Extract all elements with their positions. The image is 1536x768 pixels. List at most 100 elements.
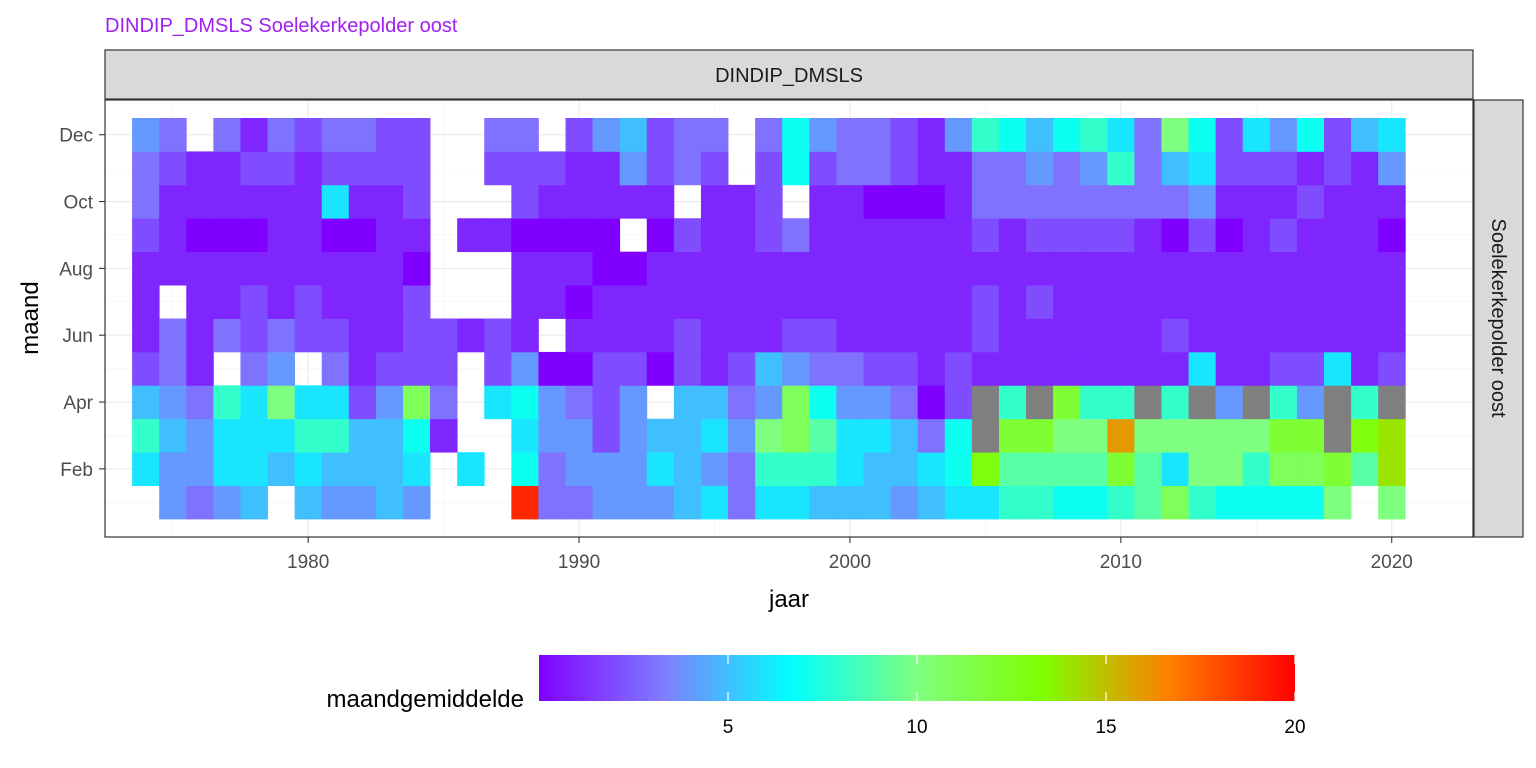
heatmap-tile xyxy=(1324,418,1352,453)
heatmap-tile xyxy=(321,418,350,453)
heatmap-tile xyxy=(646,452,675,486)
heatmap-tile xyxy=(1053,118,1081,152)
heatmap-tile xyxy=(511,251,539,286)
heatmap-tile xyxy=(917,351,946,386)
heatmap-tile xyxy=(348,351,377,386)
heatmap-tile xyxy=(1161,218,1189,253)
heatmap-tile xyxy=(1026,385,1054,420)
heatmap-tile xyxy=(998,118,1027,152)
y-tick-label: Apr xyxy=(63,393,93,414)
legend-tick-label: 10 xyxy=(906,717,927,738)
heatmap-tile xyxy=(267,118,296,152)
heatmap-tile xyxy=(538,184,566,219)
heatmap-tile xyxy=(1080,318,1108,353)
heatmap-tile xyxy=(1269,151,1298,186)
heatmap-tile xyxy=(402,385,431,420)
heatmap-tile xyxy=(213,318,241,353)
heatmap-tile xyxy=(700,318,729,353)
heatmap-tile xyxy=(1053,285,1081,319)
heatmap-tile xyxy=(1188,218,1217,253)
heatmap-tile xyxy=(863,184,891,219)
heatmap-tile xyxy=(240,218,268,253)
heatmap-tile xyxy=(782,285,810,319)
heatmap-tile xyxy=(1269,251,1298,286)
heatmap-tile xyxy=(700,418,729,453)
heatmap-tile xyxy=(213,452,241,486)
heatmap-tile xyxy=(890,452,919,486)
heatmap-tile xyxy=(159,251,187,286)
heatmap-tile xyxy=(186,351,214,386)
heatmap-tile xyxy=(592,251,621,286)
heatmap-tile xyxy=(836,351,864,386)
heatmap-tile xyxy=(1378,418,1406,453)
heatmap-tile xyxy=(1188,385,1217,420)
heatmap-tile xyxy=(1134,251,1162,286)
heatmap-tile xyxy=(755,251,783,286)
heatmap-tile xyxy=(267,285,296,319)
heatmap-tile xyxy=(1351,351,1379,386)
heatmap-tile xyxy=(755,452,783,486)
heatmap-tile xyxy=(132,151,160,186)
heatmap-tile xyxy=(782,485,810,520)
heatmap-tile xyxy=(1324,485,1352,520)
x-axis: 1980 1990 2000 2010 2020 xyxy=(287,537,1413,573)
heatmap-tile xyxy=(1242,251,1271,286)
heatmap-tile xyxy=(836,452,864,486)
heatmap-tile xyxy=(240,151,268,186)
heatmap-tile xyxy=(782,385,810,420)
heatmap-tile xyxy=(1269,318,1298,353)
heatmap-tile xyxy=(971,285,1000,319)
heatmap-tile xyxy=(1080,151,1108,186)
heatmap-tile xyxy=(944,184,973,219)
heatmap-tile xyxy=(294,285,323,319)
heatmap-tile xyxy=(1107,151,1135,186)
heatmap-tile xyxy=(863,385,891,420)
heatmap-tile xyxy=(700,351,729,386)
heatmap-tile xyxy=(457,218,485,253)
heatmap-tile xyxy=(592,318,621,353)
heatmap-tile xyxy=(186,385,214,420)
y-tick-label: Jun xyxy=(62,326,93,347)
heatmap-tile xyxy=(890,151,919,186)
heatmap-tile xyxy=(673,218,702,253)
heatmap-tile xyxy=(565,151,593,186)
heatmap-tile xyxy=(1324,351,1352,386)
heatmap-tile xyxy=(132,218,160,253)
heatmap-tile xyxy=(1188,285,1217,319)
heatmap-tile xyxy=(511,452,539,486)
heatmap-tile xyxy=(592,452,621,486)
heatmap-tile xyxy=(538,151,566,186)
heatmap-tile xyxy=(1242,418,1271,453)
heatmap-tile xyxy=(1188,184,1217,219)
heatmap-tile xyxy=(1351,385,1379,420)
heatmap-tile xyxy=(159,118,187,152)
heatmap-tile xyxy=(1053,418,1081,453)
heatmap-tile xyxy=(998,351,1027,386)
heatmap-tile xyxy=(375,151,404,186)
heatmap-tile xyxy=(1134,385,1162,420)
heatmap-tile xyxy=(375,351,404,386)
heatmap-tile xyxy=(1269,418,1298,453)
heatmap-tile xyxy=(998,452,1027,486)
heatmap-tile xyxy=(1053,184,1081,219)
heatmap-tile xyxy=(1134,452,1162,486)
heatmap-tile xyxy=(755,385,783,420)
heatmap-tile xyxy=(619,385,648,420)
heatmap-tile xyxy=(511,418,539,453)
heatmap-tile xyxy=(1378,452,1406,486)
heatmap-tile xyxy=(159,151,187,186)
heatmap-tile xyxy=(863,218,891,253)
heatmap-tile xyxy=(1053,385,1081,420)
heatmap-tile xyxy=(159,318,187,353)
heatmap-tile xyxy=(1296,151,1325,186)
heatmap-tile xyxy=(1053,251,1081,286)
heatmap-tile xyxy=(836,385,864,420)
heatmap-tile xyxy=(565,385,593,420)
heatmap-tile xyxy=(917,118,946,152)
heatmap-tile xyxy=(592,485,621,520)
heatmap-tile xyxy=(971,118,1000,152)
heatmap-tile xyxy=(1296,318,1325,353)
heatmap-tile xyxy=(755,118,783,152)
heatmap-tile xyxy=(213,184,241,219)
heatmap-tile xyxy=(971,218,1000,253)
